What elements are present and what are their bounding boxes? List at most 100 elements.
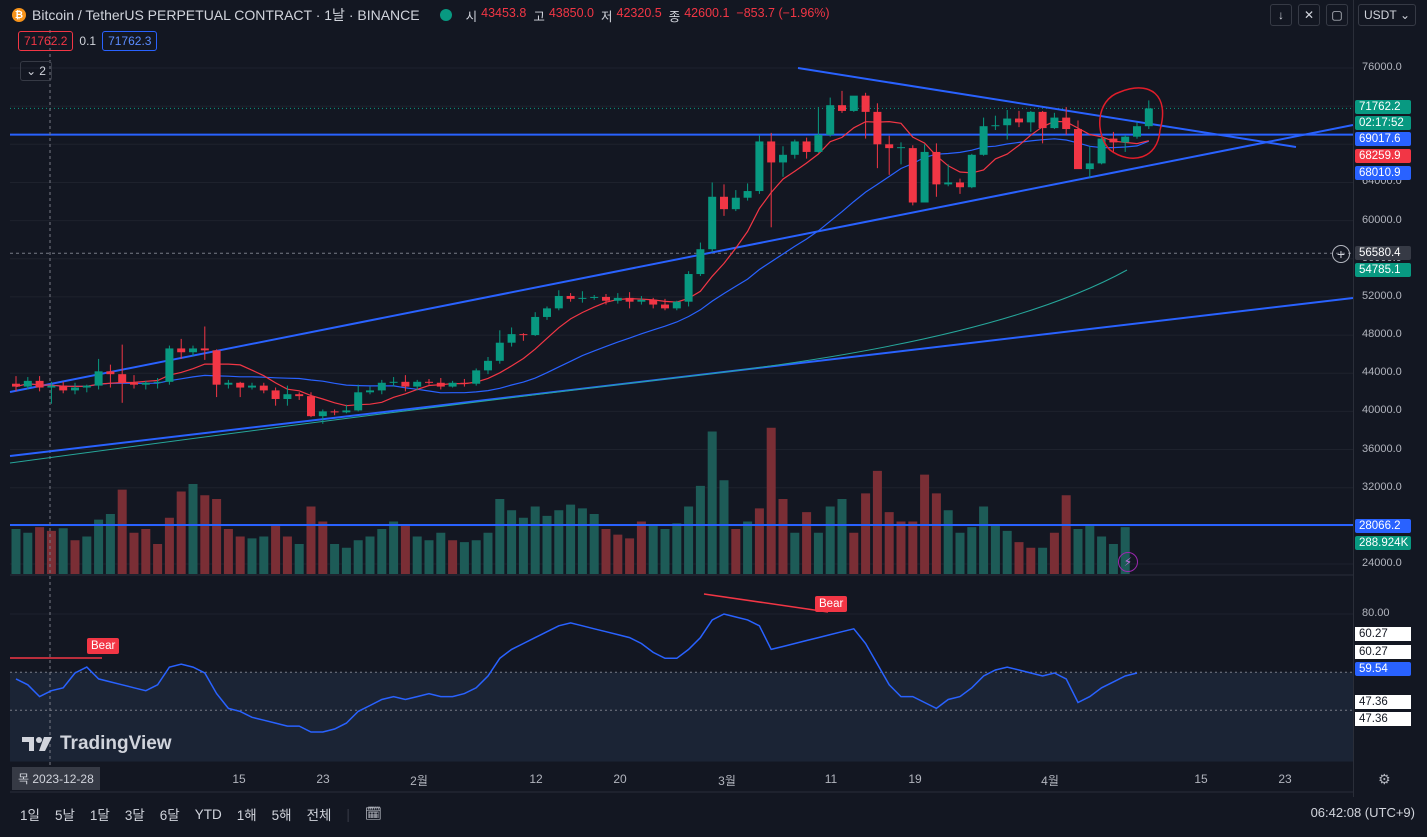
- candle-body: [1133, 126, 1141, 137]
- sell-button[interactable]: 71762.2: [18, 31, 74, 51]
- tf-ytd[interactable]: YTD: [194, 806, 222, 822]
- volume-bar: [731, 529, 741, 574]
- clock[interactable]: 06:42:08 (UTC+9): [1310, 805, 1415, 820]
- time-axis-tick: 15: [1194, 772, 1208, 786]
- candle-body: [684, 274, 693, 302]
- volume-bar: [483, 532, 493, 574]
- volume-bar: [188, 484, 198, 574]
- buy-button[interactable]: 71762.3: [102, 31, 158, 51]
- volume-bar: [884, 512, 894, 574]
- candle-body: [165, 348, 174, 382]
- rsi-line: [15, 613, 1138, 733]
- tf-1m[interactable]: 1달: [89, 808, 110, 823]
- candle-body: [200, 348, 209, 351]
- volume-bar: [448, 540, 458, 574]
- candle-body: [118, 374, 127, 383]
- price-axis-tick: 76000.0: [1362, 61, 1402, 73]
- candle-body: [484, 360, 492, 371]
- change-value: −853.7 (−1.96%): [736, 5, 830, 20]
- lightning-icon[interactable]: ⚡: [1118, 552, 1138, 572]
- candle-body: [956, 182, 964, 188]
- symbol-title[interactable]: Bitcoin / TetherUS PERPETUAL CONTRACT · …: [32, 7, 420, 23]
- price-tag: 02:17:52: [1355, 116, 1411, 130]
- volume-bar: [837, 499, 847, 574]
- tf-1d[interactable]: 1일: [20, 808, 40, 823]
- volume-bar: [566, 504, 576, 574]
- candle-body: [307, 396, 315, 417]
- volume-bar: [282, 536, 292, 574]
- candle-body: [779, 154, 787, 163]
- candle-body: [236, 382, 245, 388]
- candle-body: [767, 141, 776, 163]
- date-range-icon[interactable]: 🗓: [364, 806, 383, 821]
- volume-bar: [625, 538, 635, 574]
- volume-bar: [518, 517, 528, 574]
- candle-body: [35, 380, 44, 388]
- volume-bar: [176, 491, 186, 574]
- volume-bar: [861, 493, 871, 574]
- gear-icon[interactable]: ⚙: [1378, 771, 1391, 787]
- volume-bar: [471, 540, 481, 574]
- candle-body: [578, 297, 587, 299]
- candle-body: [519, 334, 528, 336]
- candle-body: [507, 334, 516, 343]
- price-tag: 288.924K: [1355, 536, 1411, 550]
- time-axis-tick: 19: [908, 772, 922, 786]
- high-key: 고: [533, 9, 545, 24]
- bear-divergence-line: [703, 593, 829, 613]
- candle-body: [153, 381, 162, 383]
- volume-bar: [212, 499, 222, 574]
- indicators-toggle[interactable]: ⌄ 2: [20, 61, 52, 81]
- low-value: 42320.5: [616, 5, 662, 20]
- candle-body: [354, 392, 363, 411]
- candle-body: [1050, 117, 1059, 129]
- volume-bar: [719, 480, 729, 574]
- tradingview-logo-icon: [22, 737, 52, 751]
- volume-bar: [1002, 530, 1012, 574]
- volume-bar: [46, 530, 56, 574]
- volume-bar: [141, 529, 151, 574]
- volume-bar: [353, 540, 363, 574]
- volume-bar: [743, 521, 753, 574]
- volume-bar: [754, 508, 764, 574]
- tf-3m[interactable]: 3달: [124, 808, 145, 823]
- candle-body: [979, 126, 988, 155]
- candle-body: [991, 125, 1000, 127]
- volume-bar: [341, 547, 351, 574]
- tf-all[interactable]: 전체: [306, 808, 332, 823]
- tf-6m[interactable]: 6달: [159, 808, 180, 823]
- candle-body: [94, 371, 103, 386]
- candle-body: [944, 182, 953, 185]
- currency-select[interactable]: USDT ⌄: [1358, 4, 1416, 26]
- rsi-tag: 47.36: [1355, 712, 1411, 726]
- candle-body: [189, 348, 197, 353]
- candle-body: [401, 381, 410, 387]
- arrow-down-icon[interactable]: ↓: [1270, 4, 1292, 26]
- tf-1y[interactable]: 1해: [236, 808, 257, 823]
- candle-body: [71, 387, 79, 391]
- add-alert-icon[interactable]: +: [1332, 245, 1350, 263]
- candle-body: [448, 382, 457, 387]
- volume-bar: [648, 525, 658, 574]
- candle-body: [1085, 163, 1094, 170]
- price-tag: 68259.9: [1355, 149, 1411, 163]
- volume-bar: [660, 529, 670, 574]
- volume-bar: [967, 527, 977, 574]
- volume-bar: [849, 532, 859, 574]
- price-axis-tick: 40000.0: [1362, 404, 1402, 417]
- brand-name: TradingView: [60, 733, 172, 754]
- volume-bar: [684, 506, 694, 574]
- tf-5d[interactable]: 5날: [54, 808, 75, 823]
- volume-bar: [365, 536, 375, 574]
- tf-5y[interactable]: 5해: [271, 808, 292, 823]
- candle-body: [967, 154, 976, 188]
- fullscreen-icon[interactable]: ▢: [1326, 4, 1348, 26]
- close-icon[interactable]: ✕: [1298, 4, 1320, 26]
- volume-bar: [979, 506, 989, 574]
- time-axis-tick: 23: [316, 772, 330, 786]
- volume-bar: [825, 506, 835, 574]
- candle-body: [720, 196, 728, 210]
- high-value: 43850.0: [548, 5, 595, 20]
- price-tag: 54785.1: [1355, 263, 1411, 277]
